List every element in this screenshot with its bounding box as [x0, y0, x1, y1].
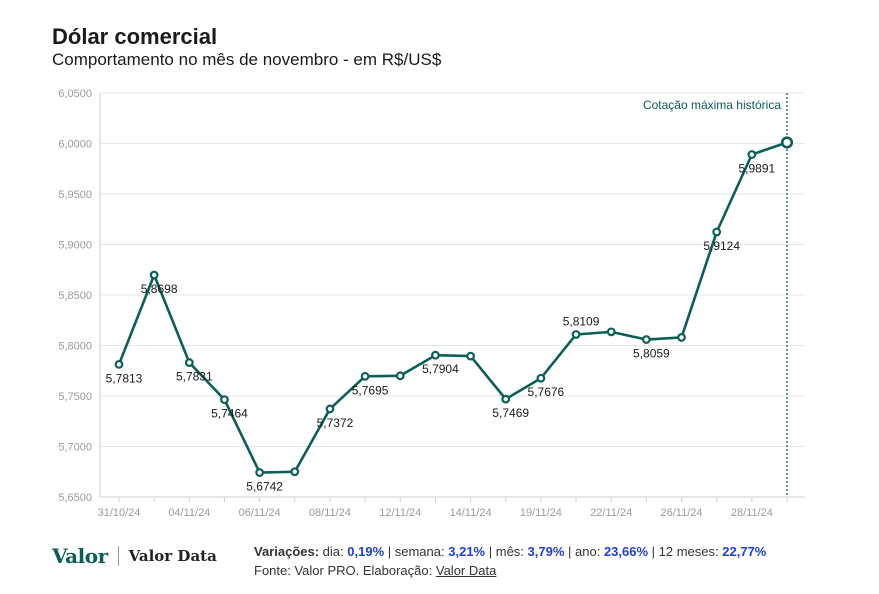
- x-tick-label: 04/11/24: [168, 507, 210, 519]
- data-label: 5,7464: [211, 407, 248, 421]
- y-tick-label: 5,7500: [58, 391, 92, 403]
- semana-label: semana:: [394, 544, 445, 559]
- valor-logo: Valor Valor Data: [52, 544, 217, 568]
- x-tick-label: 28/11/24: [731, 507, 773, 519]
- data-point: [149, 270, 159, 280]
- data-point: [395, 371, 405, 381]
- logo-valor: Valor: [52, 544, 108, 568]
- x-tick-label: 06/11/24: [239, 507, 281, 519]
- data-point: [325, 404, 335, 414]
- data-point: [466, 351, 475, 361]
- y-tick-label: 6,0000: [58, 139, 92, 151]
- chart-subtitle: Comportamento no mês de novembro - em R$…: [52, 50, 442, 69]
- data-label: 5,7813: [106, 371, 143, 385]
- y-tick-label: 5,8000: [58, 341, 92, 353]
- logo-valor-data: Valor Data: [128, 547, 217, 565]
- data-point: [780, 136, 794, 149]
- series-line: [117, 141, 788, 474]
- semana-value: 3,21%: [448, 544, 486, 559]
- fonte-link[interactable]: Valor Data: [435, 563, 497, 578]
- data-label: 5,7695: [352, 383, 389, 397]
- data-point: [677, 333, 686, 342]
- data-label: 5,7372: [317, 416, 354, 430]
- data-point: [712, 227, 722, 237]
- footer-text: Variações: dia: 0,19% | semana: 3,21% | …: [254, 542, 766, 580]
- data-point: [536, 373, 546, 383]
- x-tick-label: 08/11/24: [309, 507, 351, 519]
- fonte-line: Fonte: Valor PRO. Elaboração: Valor Data: [254, 561, 766, 580]
- y-tick-label: 5,9500: [58, 189, 92, 201]
- data-label: 5,8698: [141, 282, 178, 296]
- y-tick-label: 5,7000: [58, 442, 92, 454]
- dia-label: dia:: [322, 544, 344, 559]
- data-label: 5,8109: [563, 314, 600, 328]
- data-point: [571, 330, 581, 339]
- ano-label: ano:: [575, 544, 601, 559]
- data-point: [255, 468, 265, 477]
- data-point: [747, 150, 757, 159]
- y-tick-label: 6,0500: [58, 88, 92, 100]
- variacoes-label: Variações:: [254, 544, 320, 559]
- x-tick-label: 14/11/24: [450, 507, 492, 519]
- mes-value: 3,79%: [527, 544, 565, 559]
- variacoes-line: Variações: dia: 0,19% | semana: 3,21% | …: [254, 544, 767, 559]
- mes-label: mês:: [495, 544, 524, 559]
- dia-value: 0,19%: [347, 544, 385, 559]
- data-label: 5,7831: [176, 370, 213, 384]
- logo-separator: [117, 546, 119, 566]
- data-point: [606, 327, 616, 337]
- y-tick-label: 5,6500: [58, 492, 92, 504]
- data-point: [220, 395, 229, 405]
- y-tick-label: 5,9000: [58, 240, 92, 252]
- data-label: 5,7904: [422, 362, 459, 376]
- data-label: 5,8059: [633, 347, 670, 361]
- fonte-text: Fonte: Valor PRO. Elaboração:: [254, 563, 433, 578]
- data-point: [360, 371, 370, 381]
- chart-title: Dólar comercial: [52, 24, 218, 49]
- data-label: 5,6742: [246, 480, 283, 494]
- data-label: 5,7676: [528, 385, 565, 399]
- x-tick-label: 19/11/24: [520, 507, 562, 519]
- data-point: [114, 359, 124, 369]
- data-label: 5,7469: [492, 406, 529, 420]
- data-label: 5,9891: [738, 162, 775, 176]
- y-tick-label: 5,8500: [58, 290, 92, 302]
- data-point: [501, 394, 511, 404]
- ano-value: 23,66%: [603, 544, 649, 559]
- max-annotation-label: Cotação máxima histórica: [643, 98, 781, 112]
- meses-value: 22,77%: [722, 544, 767, 559]
- data-point: [431, 350, 440, 360]
- data-point: [290, 467, 300, 477]
- data-point: [184, 358, 194, 367]
- x-tick-label: 22/11/24: [590, 507, 632, 519]
- meses-label: 12 meses:: [658, 544, 719, 559]
- data-label: 5,9124: [703, 239, 740, 253]
- x-tick-label: 31/10/24: [98, 507, 141, 519]
- data-point: [641, 335, 651, 344]
- x-tick-label: 12/11/24: [379, 507, 421, 519]
- x-tick-label: 26/11/24: [661, 507, 703, 519]
